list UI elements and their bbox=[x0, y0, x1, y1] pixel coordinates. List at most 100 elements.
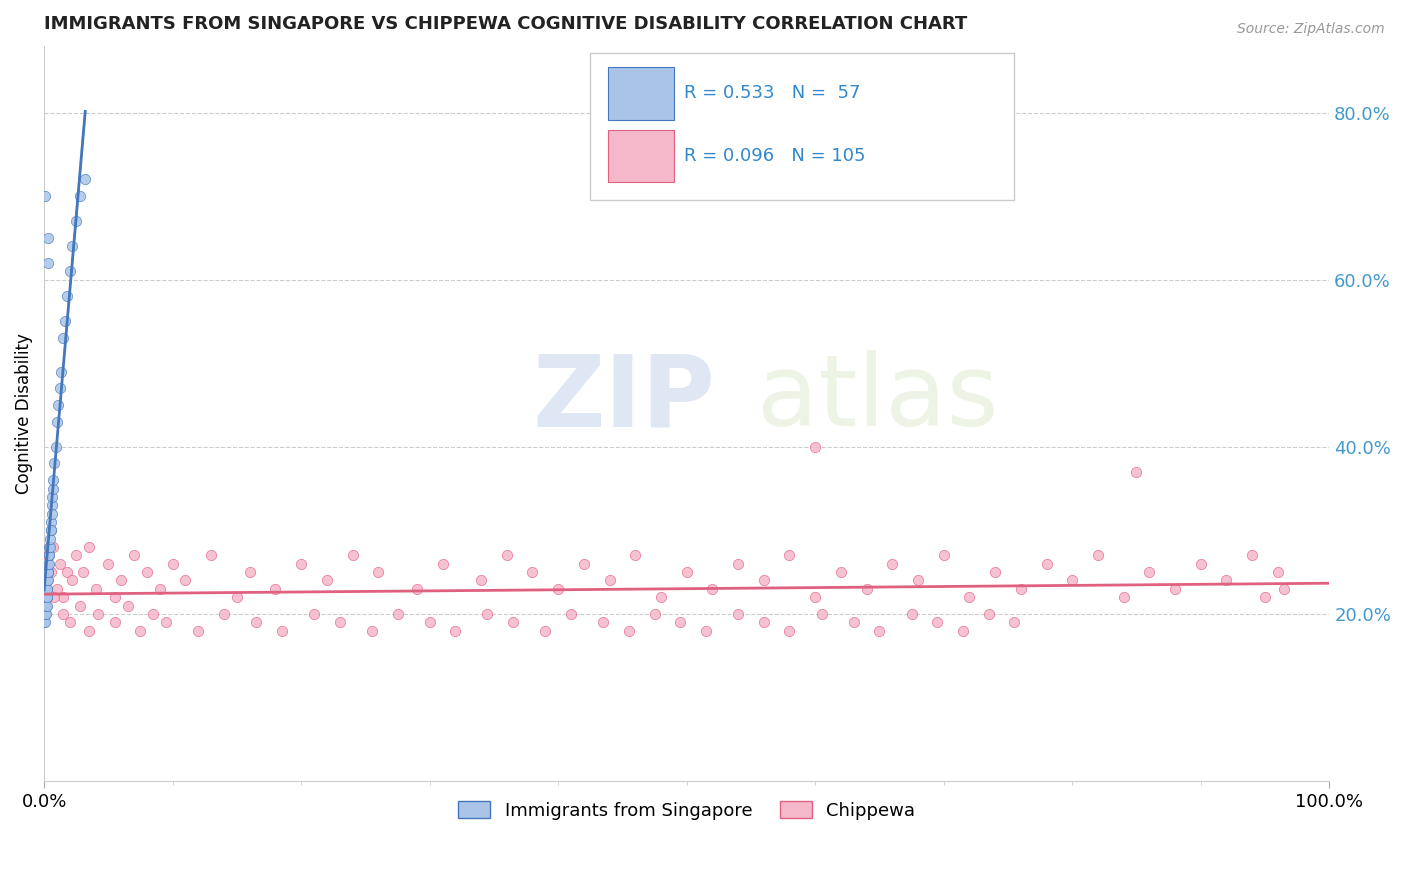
Point bbox=[97, 557, 120, 571]
Point bbox=[48, 557, 70, 571]
Point bbox=[1164, 582, 1187, 596]
Point bbox=[149, 582, 172, 596]
Point bbox=[41, 498, 63, 512]
Point bbox=[35, 574, 58, 588]
Point bbox=[77, 540, 100, 554]
Point bbox=[42, 473, 65, 487]
Point bbox=[617, 624, 640, 638]
Point bbox=[42, 540, 65, 554]
Point bbox=[842, 615, 865, 630]
Point bbox=[48, 381, 70, 395]
Point bbox=[405, 582, 427, 596]
Point bbox=[1125, 465, 1147, 479]
Point bbox=[34, 590, 56, 604]
Text: ZIP: ZIP bbox=[533, 351, 716, 447]
Point bbox=[56, 289, 79, 303]
Point bbox=[129, 624, 152, 638]
Point bbox=[624, 549, 647, 563]
Point bbox=[41, 490, 63, 504]
Point bbox=[727, 557, 749, 571]
Point bbox=[174, 574, 197, 588]
Point bbox=[37, 574, 59, 588]
Point bbox=[239, 565, 262, 579]
Point bbox=[110, 574, 132, 588]
Point bbox=[60, 574, 83, 588]
Point bbox=[37, 565, 59, 579]
Point bbox=[1062, 574, 1084, 588]
Point bbox=[1189, 557, 1212, 571]
Point bbox=[477, 607, 499, 621]
Point bbox=[1241, 549, 1264, 563]
Point bbox=[650, 590, 672, 604]
Point bbox=[155, 615, 177, 630]
Legend: Immigrants from Singapore, Chippewa: Immigrants from Singapore, Chippewa bbox=[451, 794, 922, 827]
Point bbox=[77, 624, 100, 638]
Text: Source: ZipAtlas.com: Source: ZipAtlas.com bbox=[1237, 22, 1385, 37]
Point bbox=[35, 607, 58, 621]
Point bbox=[45, 440, 67, 454]
Point bbox=[60, 239, 83, 253]
Point bbox=[264, 582, 287, 596]
Point bbox=[34, 599, 56, 613]
Point bbox=[37, 231, 59, 245]
Point bbox=[38, 540, 60, 554]
Point bbox=[35, 599, 58, 613]
Point bbox=[387, 607, 409, 621]
FancyBboxPatch shape bbox=[609, 130, 673, 182]
Point bbox=[46, 415, 69, 429]
Point bbox=[470, 574, 492, 588]
Point bbox=[87, 607, 110, 621]
Point bbox=[52, 590, 75, 604]
Point bbox=[669, 615, 692, 630]
Point bbox=[38, 549, 60, 563]
Point bbox=[804, 440, 827, 454]
Point bbox=[53, 314, 76, 328]
Point bbox=[932, 549, 955, 563]
Point bbox=[65, 214, 87, 228]
Point bbox=[419, 615, 441, 630]
Point bbox=[1254, 590, 1277, 604]
Text: R = 0.533   N =  57: R = 0.533 N = 57 bbox=[685, 85, 860, 103]
Point bbox=[34, 599, 56, 613]
Point bbox=[39, 515, 62, 529]
Point bbox=[360, 624, 382, 638]
Point bbox=[72, 565, 94, 579]
Point bbox=[367, 565, 389, 579]
Text: IMMIGRANTS FROM SINGAPORE VS CHIPPEWA COGNITIVE DISABILITY CORRELATION CHART: IMMIGRANTS FROM SINGAPORE VS CHIPPEWA CO… bbox=[44, 15, 967, 33]
Point bbox=[1112, 590, 1135, 604]
Point bbox=[599, 574, 621, 588]
Point bbox=[200, 549, 222, 563]
Point bbox=[117, 599, 139, 613]
Point bbox=[34, 599, 56, 613]
Point bbox=[675, 565, 697, 579]
Point bbox=[37, 582, 59, 596]
Point bbox=[35, 590, 58, 604]
Point bbox=[162, 557, 184, 571]
Point bbox=[869, 624, 891, 638]
Point bbox=[69, 189, 91, 203]
Point bbox=[547, 582, 569, 596]
Point bbox=[644, 607, 666, 621]
Point bbox=[38, 549, 60, 563]
Point bbox=[37, 565, 59, 579]
Point bbox=[900, 607, 922, 621]
Point bbox=[69, 599, 91, 613]
Point bbox=[34, 590, 56, 604]
Point bbox=[84, 582, 107, 596]
Point bbox=[702, 582, 724, 596]
Point bbox=[502, 615, 524, 630]
Point bbox=[290, 557, 312, 571]
Point bbox=[810, 607, 832, 621]
Point bbox=[37, 557, 59, 571]
Point bbox=[122, 549, 145, 563]
Point bbox=[38, 557, 60, 571]
Point bbox=[39, 565, 62, 579]
Point bbox=[41, 507, 63, 521]
Point bbox=[752, 574, 775, 588]
Point bbox=[245, 615, 267, 630]
Point bbox=[35, 599, 58, 613]
Point bbox=[315, 574, 337, 588]
Point bbox=[1137, 565, 1160, 579]
Point bbox=[34, 615, 56, 630]
Point bbox=[329, 615, 352, 630]
